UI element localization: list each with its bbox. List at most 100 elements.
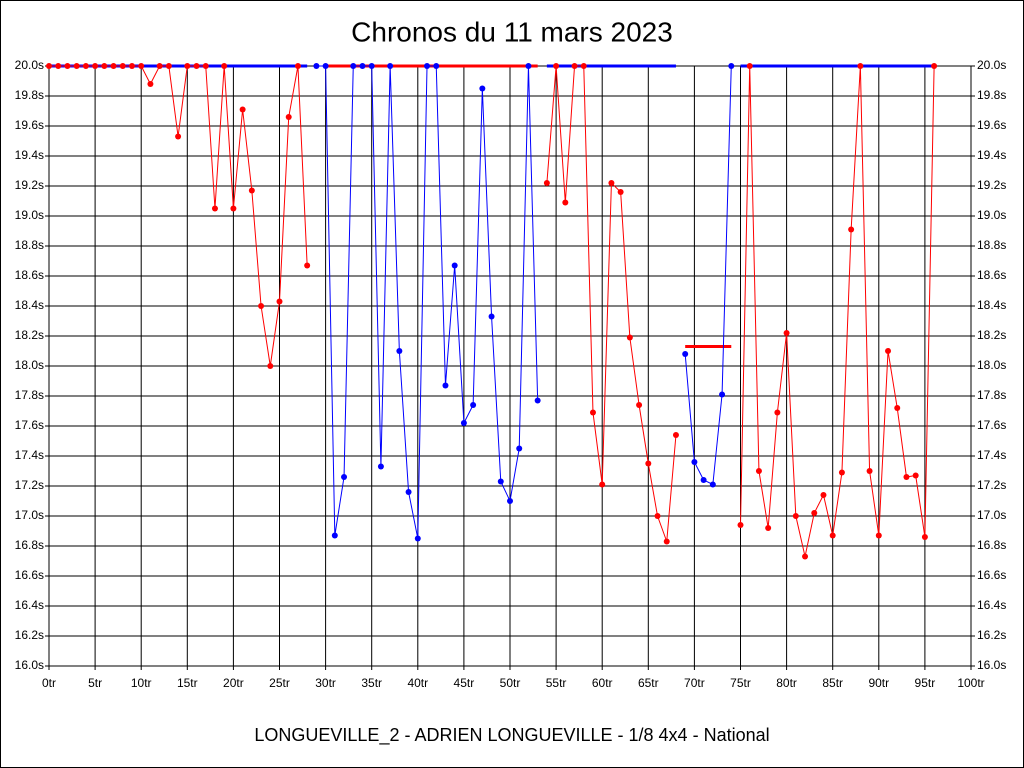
y-tick-label: 17.8s	[15, 388, 44, 402]
point	[211, 205, 218, 212]
point	[92, 63, 99, 69]
point	[599, 481, 606, 488]
y2-tick-label: 17.6s	[977, 418, 1006, 432]
point	[755, 468, 762, 474]
point	[165, 63, 172, 69]
point	[285, 114, 292, 120]
point	[553, 63, 560, 69]
point	[516, 445, 523, 452]
x-tick-label: 10tr	[131, 676, 152, 690]
point	[848, 226, 855, 233]
point	[470, 402, 477, 408]
y2-tick-label: 16.8s	[977, 538, 1006, 552]
point	[414, 535, 421, 542]
point	[350, 63, 357, 69]
x-tick-label: 20tr	[223, 676, 244, 690]
point	[580, 63, 587, 69]
point	[64, 63, 71, 69]
y-tick-label: 17.2s	[15, 478, 44, 492]
point	[682, 351, 689, 357]
y-tick-label: 16.4s	[15, 598, 44, 612]
x-tick-label: 70tr	[684, 676, 705, 690]
point	[857, 63, 864, 69]
x-tick-label: 90tr	[868, 676, 889, 690]
y2-tick-label: 16.0s	[977, 658, 1006, 672]
point	[294, 63, 301, 69]
x-tick-label: 65tr	[638, 676, 659, 690]
x-tick-label: 45tr	[454, 676, 475, 690]
x-tick-label: 15tr	[177, 676, 198, 690]
point	[82, 63, 89, 69]
point	[626, 334, 633, 341]
point	[774, 409, 781, 416]
point	[322, 63, 329, 69]
point	[820, 492, 827, 498]
y-tick-label: 17.4s	[15, 448, 44, 462]
point	[313, 63, 320, 69]
point	[562, 199, 569, 206]
point	[46, 63, 52, 69]
point	[304, 262, 311, 269]
point	[829, 532, 836, 539]
point	[728, 63, 735, 69]
point	[230, 205, 237, 212]
point	[783, 330, 790, 336]
y2-tick-label: 18.2s	[977, 328, 1006, 342]
y2-tick-label: 18.6s	[977, 268, 1006, 282]
point	[645, 460, 652, 467]
point	[156, 63, 163, 69]
point	[239, 106, 246, 113]
point	[433, 63, 440, 69]
y-tick-label: 19.0s	[15, 208, 44, 222]
point	[838, 469, 845, 476]
point	[387, 63, 394, 69]
point	[128, 63, 135, 69]
x-tick-label: 50tr	[500, 676, 521, 690]
point	[802, 553, 809, 560]
y-tick-label: 20.0s	[15, 58, 44, 72]
point	[184, 63, 191, 69]
point	[73, 63, 80, 69]
x-tick-label: 5tr	[88, 676, 102, 690]
y-tick-label: 18.6s	[15, 268, 44, 282]
point	[359, 63, 366, 69]
x-tick-label: 30tr	[315, 676, 336, 690]
point	[636, 402, 643, 408]
point	[746, 63, 753, 69]
y2-tick-label: 16.2s	[977, 628, 1006, 642]
y-tick-label: 19.4s	[15, 148, 44, 162]
point	[110, 63, 117, 69]
y2-tick-label: 19.0s	[977, 208, 1006, 222]
y-tick-label: 19.2s	[15, 178, 44, 192]
y-tick-label: 19.6s	[15, 118, 44, 132]
point	[147, 81, 154, 87]
y-tick-label: 16.2s	[15, 628, 44, 642]
point	[931, 63, 938, 69]
point	[193, 63, 200, 69]
y2-tick-label: 18.0s	[977, 358, 1006, 372]
point	[691, 459, 698, 465]
point	[571, 63, 578, 69]
y-tick-label: 16.6s	[15, 568, 44, 582]
chart-title: Chronos du 11 mars 2023	[351, 16, 673, 47]
x-tick-label: 40tr	[407, 676, 428, 690]
x-tick-label: 80tr	[776, 676, 797, 690]
y-tick-label: 19.8s	[15, 88, 44, 102]
point	[811, 510, 818, 516]
point	[138, 63, 145, 69]
point	[460, 420, 467, 426]
y-tick-label: 18.2s	[15, 328, 44, 342]
y-tick-label: 16.8s	[15, 538, 44, 552]
x-tick-label: 95tr	[915, 676, 936, 690]
point	[396, 348, 403, 354]
point	[709, 481, 716, 488]
point	[442, 382, 449, 389]
y-tick-label: 18.8s	[15, 238, 44, 252]
point	[792, 513, 799, 519]
point	[451, 262, 458, 269]
y-tick-label: 18.4s	[15, 298, 44, 312]
y2-tick-label: 17.2s	[977, 478, 1006, 492]
y2-tick-label: 19.2s	[977, 178, 1006, 192]
y-tick-label: 17.6s	[15, 418, 44, 432]
point	[912, 472, 919, 479]
